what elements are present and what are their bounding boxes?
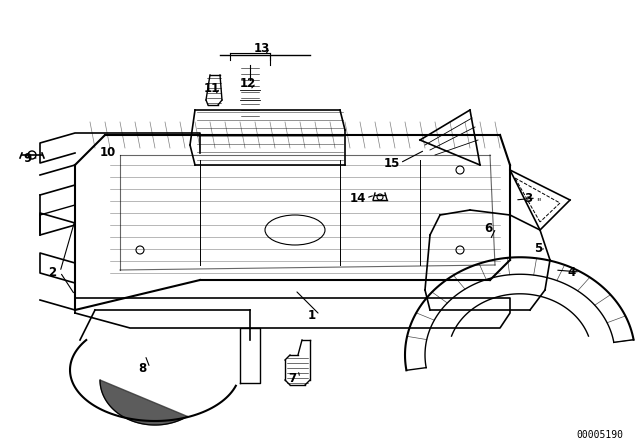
Text: 10: 10 bbox=[100, 146, 116, 159]
Text: 3: 3 bbox=[524, 191, 532, 204]
Text: 8: 8 bbox=[138, 362, 146, 375]
Text: 9: 9 bbox=[24, 151, 32, 164]
Text: 13: 13 bbox=[254, 42, 270, 55]
Text: 7: 7 bbox=[288, 371, 296, 384]
Text: 12: 12 bbox=[240, 77, 256, 90]
Text: ": " bbox=[536, 197, 540, 207]
Text: 00005190: 00005190 bbox=[577, 430, 623, 440]
Text: 15: 15 bbox=[384, 156, 400, 169]
Text: 5: 5 bbox=[534, 241, 542, 254]
Text: 6: 6 bbox=[484, 221, 492, 234]
Text: 1: 1 bbox=[308, 309, 316, 322]
Text: 4: 4 bbox=[568, 266, 576, 279]
Polygon shape bbox=[100, 380, 188, 425]
Text: 11: 11 bbox=[204, 82, 220, 95]
Text: 14: 14 bbox=[350, 191, 366, 204]
Text: 2: 2 bbox=[48, 266, 56, 279]
